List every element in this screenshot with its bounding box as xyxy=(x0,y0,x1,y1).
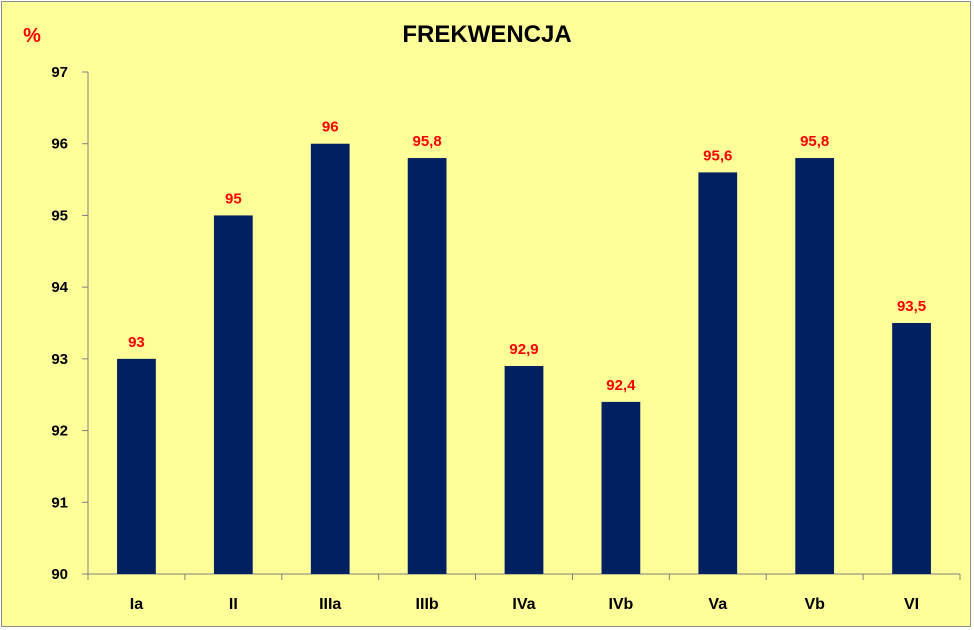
bar xyxy=(117,358,156,574)
data-label: 92,9 xyxy=(509,341,538,358)
x-tick-label: IVb xyxy=(608,596,633,613)
data-label: 92,4 xyxy=(606,377,636,394)
x-tick-label: II xyxy=(229,596,238,613)
bars xyxy=(117,143,931,575)
y-tick-label: 95 xyxy=(51,207,68,224)
y-tick-label: 96 xyxy=(51,136,68,153)
x-tick-label: VI xyxy=(904,596,919,613)
chart-title: FREKWENCJA xyxy=(402,21,571,48)
data-label: 93 xyxy=(128,334,145,351)
data-label: 96 xyxy=(322,119,339,136)
data-label: 93,5 xyxy=(897,298,926,315)
bar xyxy=(504,366,544,574)
bar xyxy=(698,172,738,574)
y-tick-label: 93 xyxy=(51,351,68,368)
bar xyxy=(213,215,253,574)
data-label: 95,8 xyxy=(800,133,829,150)
bar xyxy=(310,143,350,574)
bar xyxy=(407,158,447,575)
y-unit-label: % xyxy=(23,25,41,47)
x-tick-label: IIIb xyxy=(416,596,439,613)
x-tick-label: IIIa xyxy=(319,596,341,613)
x-tick-label: Va xyxy=(708,596,727,613)
x-tick-label: Vb xyxy=(804,596,825,613)
y-tick-label: 91 xyxy=(51,494,68,511)
y-tick-label: 94 xyxy=(51,279,68,296)
bar xyxy=(795,158,835,575)
bar xyxy=(601,401,641,574)
bar xyxy=(892,323,931,574)
y-tick-label: 90 xyxy=(51,566,68,583)
data-labels: 93 95 96 95,8 92,9 92,4 95,6 95,8 93,5 xyxy=(128,119,926,394)
data-label: 95,8 xyxy=(413,133,442,150)
x-tick-label: Ia xyxy=(130,596,143,613)
data-label: 95 xyxy=(225,190,242,207)
y-tick-label: 97 xyxy=(51,64,68,81)
y-tick-label: 92 xyxy=(51,423,68,440)
x-tick-label: IVa xyxy=(512,596,535,613)
data-label: 95,6 xyxy=(703,147,732,164)
